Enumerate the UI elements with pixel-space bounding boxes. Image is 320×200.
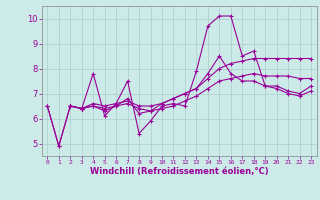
X-axis label: Windchill (Refroidissement éolien,°C): Windchill (Refroidissement éolien,°C) (90, 167, 268, 176)
